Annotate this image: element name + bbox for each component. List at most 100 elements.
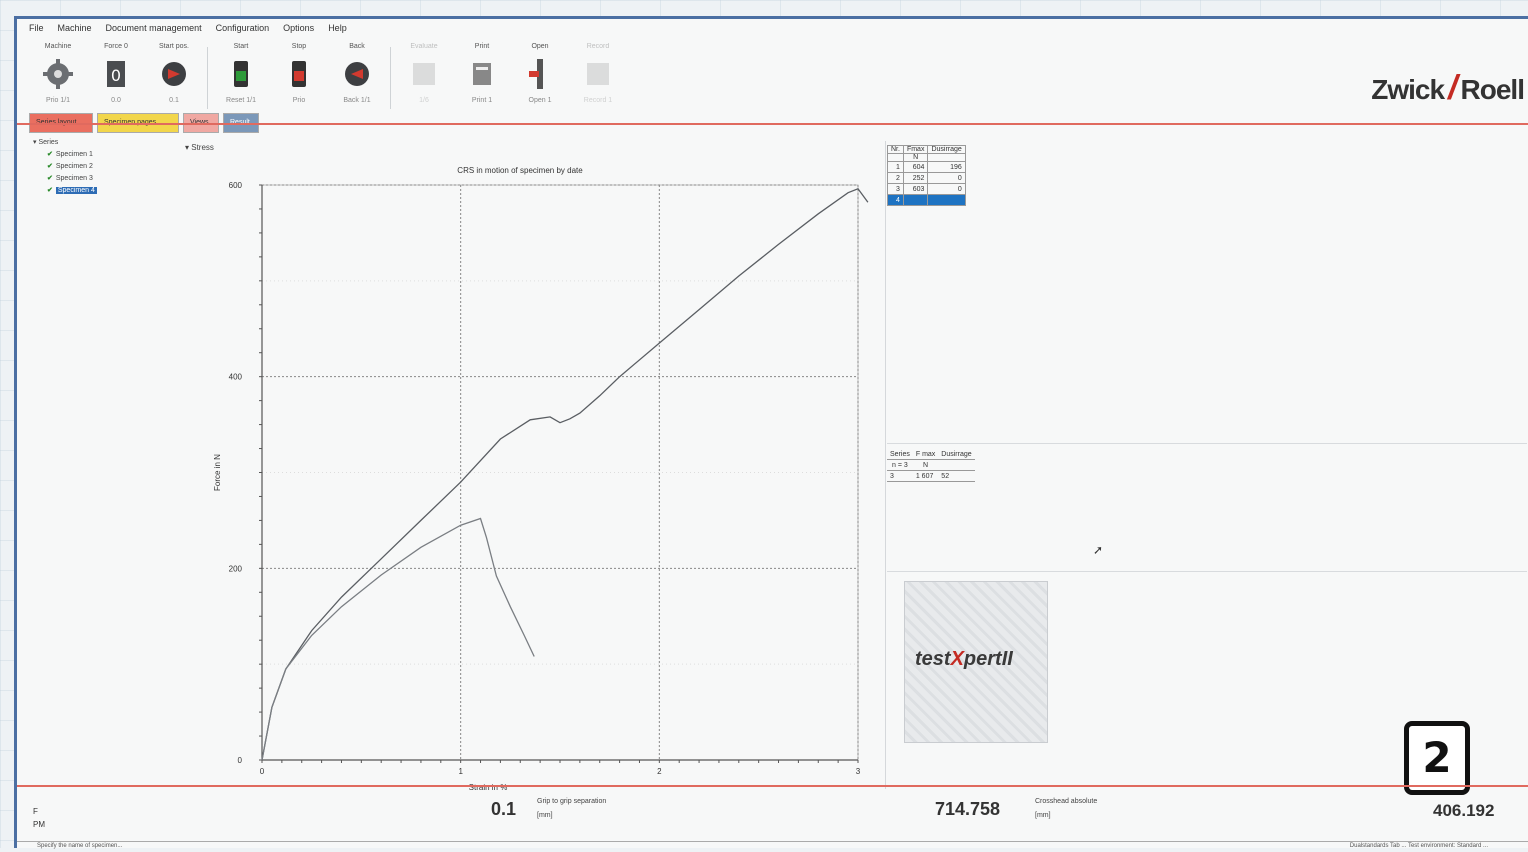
table-cell: 1 (887, 161, 904, 173)
back-button[interactable]: Back Back 1/1 (328, 41, 386, 121)
results-header-cell: Dusirrage (927, 145, 966, 154)
table-cell: 4 (887, 194, 904, 206)
evaluate-sublabel: 1/6 (419, 97, 429, 104)
step-number-badge: 2 (1404, 721, 1470, 795)
start-position-button[interactable]: Start pos. 0.1 (145, 41, 203, 121)
chart-svg: 0 1 2 3 0 200 400 600 CRS in motion of specimen … (213, 166, 869, 792)
menu-configuration[interactable]: Configuration (215, 23, 270, 33)
results-header-row: Nr. Fmax Dusirrage (887, 145, 966, 154)
footer-left-text: Specify the name of specimen... (37, 843, 123, 849)
table-cell: 1 607 (912, 470, 939, 482)
logo-text: pert (963, 648, 1002, 670)
tree-item-label: Specimen 3 (55, 175, 93, 182)
status-left-label: F (33, 807, 38, 816)
record-button[interactable]: Record Record 1 (569, 41, 627, 121)
results-table: Nr. Fmax Dusirrage N 1 604 196 2 252 0 3… (887, 145, 966, 206)
evaluate-button[interactable]: Evaluate 1/6 (395, 41, 453, 121)
print-sublabel: Print 1 (471, 97, 493, 104)
y-axis-label: Force in N (213, 454, 222, 491)
force-readout-value: 406.192 (1433, 801, 1495, 820)
menu-document-management[interactable]: Document management (105, 23, 202, 33)
menu-file[interactable]: File (29, 23, 44, 33)
results-header-cell: Fmax (902, 145, 929, 154)
table-row[interactable]: 3 1 607 52 (887, 470, 975, 482)
mouse-cursor-icon: ➚ (1093, 543, 1104, 557)
back-label: Back (349, 43, 365, 50)
record-label: Record (586, 43, 610, 50)
tree-item-specimen-2[interactable]: ✔ Specimen 2 (33, 161, 183, 173)
table-cell: 2 (887, 172, 904, 184)
menu-machine[interactable]: Machine (57, 23, 92, 33)
status-bar: F PM 0.1 Grip to grip separation [mm] 71… (17, 787, 1528, 847)
menu-options[interactable]: Options (283, 23, 315, 33)
gear-icon (43, 59, 73, 89)
tree-item-specimen-4[interactable]: ✔ Specimen 4 (33, 185, 183, 197)
x-tick-label: 0 (260, 767, 265, 776)
start-button[interactable]: Start Reset 1/1 (212, 41, 270, 121)
record-sublabel: Record 1 (583, 97, 613, 104)
table-row[interactable]: 1 604 196 (887, 161, 966, 173)
stats-unit-cell: n = 3 (887, 459, 913, 471)
check-icon: ✔ (47, 175, 53, 182)
table-cell: 0 (927, 172, 966, 184)
footer-strip: Specify the name of specimen... Dualstan… (17, 841, 1528, 852)
force-zero-button[interactable]: Force 0 0 0.0 (87, 41, 145, 121)
back-sublabel: Back 1/1 (343, 97, 371, 104)
y-tick-label: 600 (229, 181, 243, 190)
chart-panel-header: ▾ Stress (185, 143, 214, 152)
print-button[interactable]: Print Print 1 (453, 41, 511, 121)
stress-strain-chart: 0 1 2 3 0 200 400 600 CRS in motion of specimen … (192, 145, 882, 792)
panel-divider[interactable] (885, 141, 886, 789)
toolbar-separator (390, 47, 391, 109)
open-grips-label: Open (531, 43, 549, 50)
toolbar: Machine Prio 1/1 Force 0 0 0.0 Start pos… (29, 41, 669, 121)
tree-root[interactable]: ▾ Series (33, 137, 183, 149)
x-axis-label: Strain in % (469, 783, 508, 790)
results-unit-cell: N (902, 153, 929, 162)
series-line-1 (261, 188, 869, 761)
table-row[interactable]: 2 252 0 (887, 172, 966, 184)
testxpert-logo: testXpertII (904, 581, 1048, 743)
start-sublabel: Reset 1/1 (226, 97, 256, 104)
status-divider (17, 785, 1528, 787)
header-divider (17, 123, 1528, 125)
open-grips-button[interactable]: Open Open 1 (511, 41, 569, 121)
open-grips-icon (529, 59, 543, 89)
chart-panel-title: Stress (191, 143, 214, 152)
stats-unit-cell (938, 459, 975, 471)
table-cell: 604 (902, 161, 929, 173)
y-tick-label: 400 (229, 373, 243, 382)
grip-separation-label: Grip to grip separation (537, 798, 607, 805)
testxpert-wordmark: testXpertII (915, 648, 1013, 671)
logo-text: test (915, 648, 951, 670)
tree-item-specimen-3[interactable]: ✔ Specimen 3 (33, 173, 183, 185)
logo-slash: / (1448, 69, 1458, 107)
svg-text:0: 0 (111, 66, 121, 85)
statistics-table: Series F max Dusirrage n = 3 N 3 1 607 5… (887, 449, 975, 482)
table-row[interactable]: 3 603 0 (887, 183, 966, 195)
table-cell: 196 (927, 161, 966, 173)
tree-item-label-selected: Specimen 4 (55, 187, 97, 194)
stats-divider (887, 571, 1527, 572)
y-tick-label: 0 (238, 756, 243, 765)
crosshead-value: 714.758 (935, 799, 1001, 819)
stop-button[interactable]: Stop Prio (270, 41, 328, 121)
stop-icon (292, 61, 306, 87)
chart-title: CRS in motion of specimen by date (457, 166, 583, 175)
check-icon: ✔ (47, 163, 53, 170)
machine-label: Machine (44, 43, 72, 50)
stats-unit-cell: N (912, 459, 939, 471)
crosshead-label: Crosshead absolute (1035, 798, 1098, 805)
table-cell: 3 (887, 470, 913, 482)
table-row-selected[interactable]: 4 (887, 194, 966, 206)
logo-text-x: X (950, 648, 964, 670)
start-position-label: Start pos. (159, 43, 189, 50)
grip-separation-unit: [mm] (537, 812, 553, 819)
collapse-icon[interactable]: ▾ (185, 143, 190, 152)
results-divider (887, 443, 1527, 444)
menu-help[interactable]: Help (328, 23, 347, 33)
table-cell: 603 (902, 183, 929, 195)
machine-button[interactable]: Machine Prio 1/1 (29, 41, 87, 121)
footer-right-text: Dualstandards Tab ... Test environment: … (1349, 843, 1488, 849)
tree-item-specimen-1[interactable]: ✔ Specimen 1 (33, 149, 183, 161)
